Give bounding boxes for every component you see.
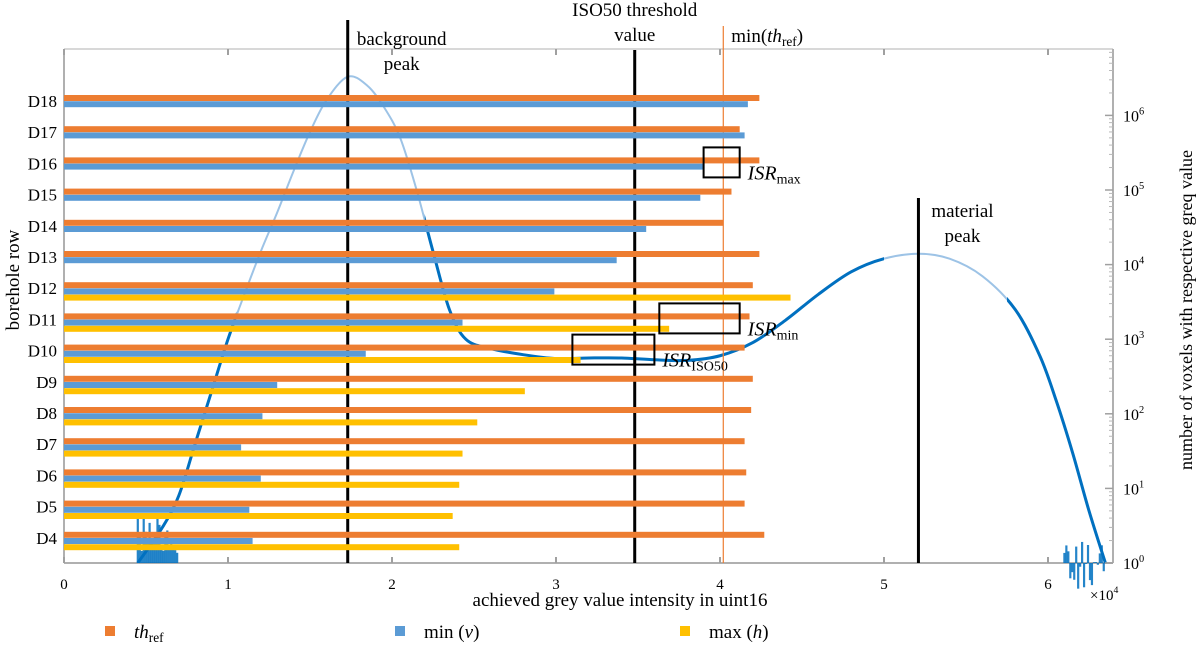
bar-maxh xyxy=(64,357,581,363)
category-label: D5 xyxy=(36,498,57,517)
bar-series: D18 D17 D16 D15 D14 D13 D12 D11 D10 D9 D8 D7 D6 D5 D4 xyxy=(28,92,791,550)
bar-maxh xyxy=(64,544,459,550)
bar-thref xyxy=(64,220,723,226)
bar-minv xyxy=(64,351,366,357)
chart: background peak ISO50 threshold value min(th… xyxy=(0,0,1197,646)
y-right-tick-label: 103 xyxy=(1123,330,1144,349)
y-right-axis-label: number of voxels with respective greq va… xyxy=(1176,150,1196,470)
bar-minv xyxy=(64,507,249,513)
y-right-tick-label: 105 xyxy=(1123,181,1144,200)
bar-minv xyxy=(64,288,554,294)
category-label: D18 xyxy=(28,92,57,111)
category-label: D14 xyxy=(28,217,58,236)
bar-minv xyxy=(64,320,463,326)
legend-label: thref xyxy=(134,622,164,645)
category-label: D9 xyxy=(36,373,57,392)
category-label: D13 xyxy=(28,248,57,267)
x-tick-label: 2 xyxy=(388,577,396,593)
material-peak-label: peak xyxy=(945,226,981,247)
bar-thref xyxy=(64,313,750,319)
bar-minv xyxy=(64,195,700,201)
bar-thref xyxy=(64,407,751,413)
iso50-label: ISO50 threshold xyxy=(572,0,698,21)
legend-swatch xyxy=(105,626,115,636)
bar-minv xyxy=(64,538,253,544)
x-multiplier: ×104 xyxy=(1090,585,1118,604)
category-label: D12 xyxy=(28,279,57,298)
reference-lines: background peak ISO50 threshold value min(th… xyxy=(348,0,994,563)
bar-maxh xyxy=(64,513,453,519)
bar-minv xyxy=(64,132,745,138)
bar-minv xyxy=(64,444,241,450)
bar-minv xyxy=(64,101,748,107)
min-thref-label: min(thref) xyxy=(731,26,803,49)
bar-thref xyxy=(64,126,740,132)
annotation-label-isr-min: ISRmin xyxy=(747,318,799,343)
y-right-tick-label: 104 xyxy=(1123,256,1145,275)
histogram xyxy=(138,76,1106,588)
bar-minv xyxy=(64,226,646,232)
legend-label: max (h) xyxy=(709,622,769,643)
y-right-tick-label: 102 xyxy=(1123,405,1144,424)
bar-thref xyxy=(64,376,753,382)
x-tick-label: 5 xyxy=(880,577,888,593)
bar-minv xyxy=(64,257,617,263)
bar-thref xyxy=(64,157,759,163)
x-axis-label: achieved grey value intensity in uint16 xyxy=(473,590,768,611)
bar-minv xyxy=(64,476,261,482)
category-label: D17 xyxy=(28,123,58,142)
background-peak-label: background xyxy=(357,29,447,50)
category-label: D4 xyxy=(36,529,57,548)
bar-maxh xyxy=(64,419,477,425)
bar-maxh xyxy=(64,388,525,394)
legend-swatch xyxy=(680,626,690,636)
y-right-tick-label: 106 xyxy=(1123,106,1144,125)
bar-thref xyxy=(64,282,753,288)
y-right-tick-label: 100 xyxy=(1123,554,1144,573)
legend-label: min (v) xyxy=(424,622,479,643)
histogram-curve-light xyxy=(138,76,1106,563)
y-right-tick-label: 101 xyxy=(1123,479,1144,498)
material-peak-label: material xyxy=(931,201,993,222)
annotation-label-isr-max: ISRmax xyxy=(747,162,801,187)
bar-thref xyxy=(64,95,759,101)
bar-thref xyxy=(64,251,759,257)
x-tick-label: 0 xyxy=(60,577,68,593)
bar-thref xyxy=(64,345,745,351)
category-label: D15 xyxy=(28,186,57,205)
category-label: D7 xyxy=(36,435,57,454)
annotation-label-isr-iso50: ISRISO50 xyxy=(661,350,727,375)
histogram-curve xyxy=(138,76,1106,563)
bar-maxh xyxy=(64,482,459,488)
bar-minv xyxy=(64,413,262,419)
bar-maxh xyxy=(64,451,463,457)
bar-maxh xyxy=(64,326,669,332)
iso50-label: value xyxy=(614,25,655,46)
y-axis-label: borehole row xyxy=(3,229,24,330)
background-peak-label: peak xyxy=(384,54,420,75)
bar-minv xyxy=(64,382,277,388)
bar-maxh xyxy=(64,295,791,301)
bar-thref xyxy=(64,501,745,507)
bar-thref xyxy=(64,189,731,195)
category-label: D10 xyxy=(28,342,57,361)
bar-thref xyxy=(64,532,764,538)
category-label: D16 xyxy=(28,154,57,173)
category-label: D6 xyxy=(36,466,57,485)
bar-thref xyxy=(64,469,746,475)
x-tick-label: 1 xyxy=(224,577,232,593)
x-tick-label: 6 xyxy=(1044,577,1052,593)
category-label: D8 xyxy=(36,404,57,423)
legend: thref min (v) max (h) xyxy=(105,622,769,645)
bar-thref xyxy=(64,438,745,444)
bar-minv xyxy=(64,164,704,170)
legend-swatch xyxy=(395,626,405,636)
category-label: D11 xyxy=(28,310,57,329)
